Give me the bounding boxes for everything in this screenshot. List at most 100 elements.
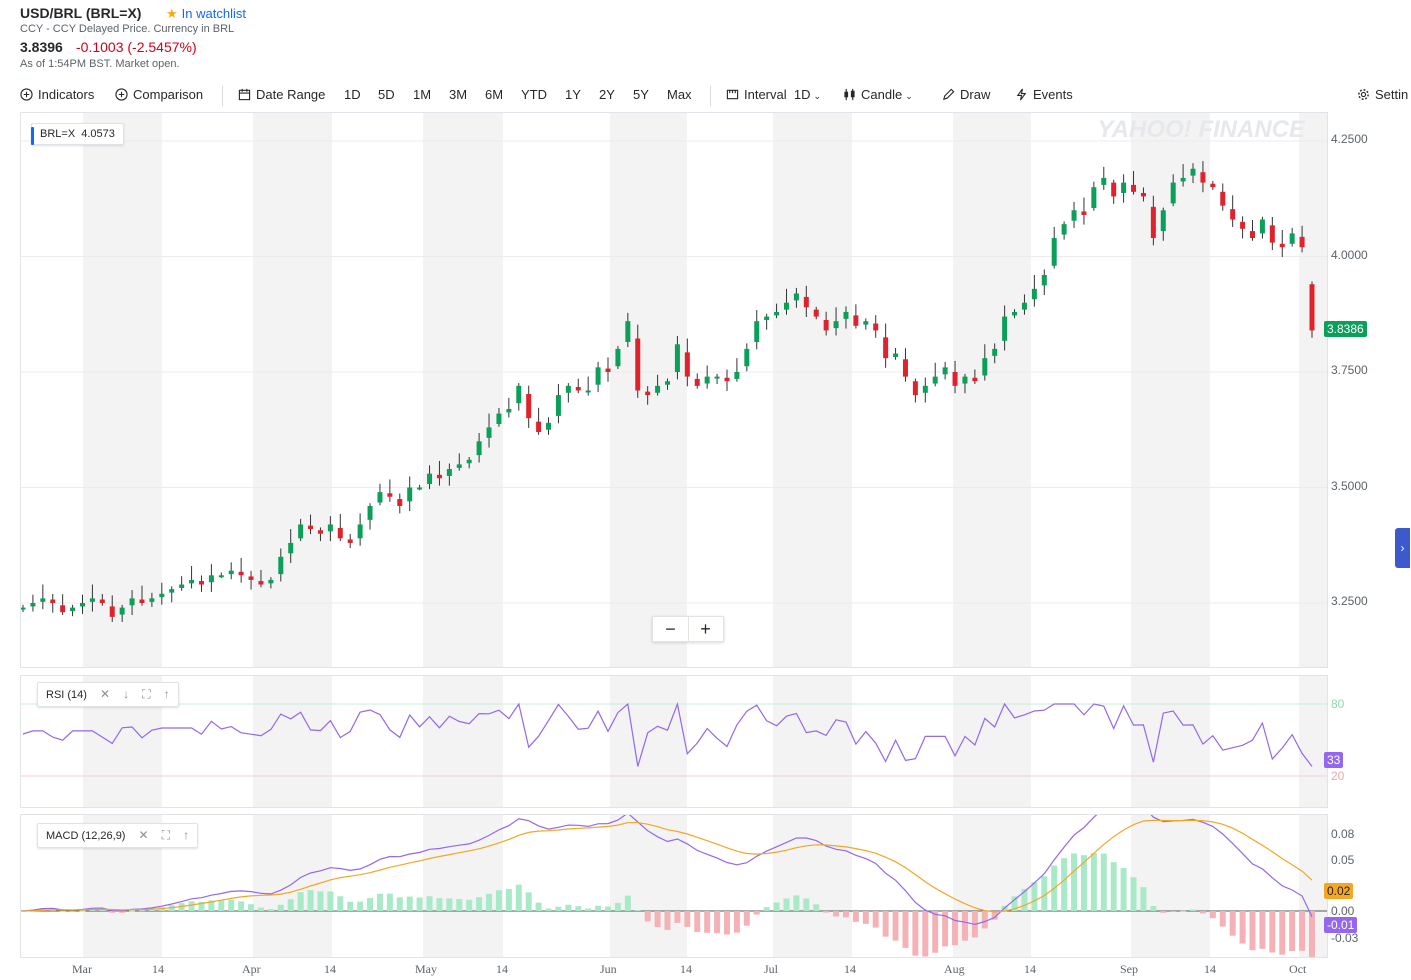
month-band <box>1131 676 1210 807</box>
chevron-right-icon: › <box>1400 541 1405 555</box>
macd-histogram-bar <box>1209 911 1216 919</box>
month-band <box>1131 815 1210 957</box>
candle-body <box>208 575 214 583</box>
macd-histogram-bar <box>99 909 106 911</box>
range-1y[interactable]: 1Y <box>565 87 581 102</box>
candlestick-chart <box>21 113 1327 667</box>
candle-body <box>466 459 472 464</box>
price-chart-panel[interactable]: YAHOO! FINANCE BRL=X 4.0573 <box>20 112 1328 668</box>
macd-histogram-bar <box>595 905 602 911</box>
close-icon[interactable]: ✕ <box>138 828 149 842</box>
macd-histogram-bar <box>1100 853 1107 911</box>
chart-type-label: Candle <box>861 87 903 102</box>
candle-body <box>79 603 85 607</box>
candle-body <box>1041 274 1047 286</box>
divider <box>710 86 711 106</box>
macd-histogram-bar <box>1130 877 1137 911</box>
macd-histogram-bar <box>138 910 145 912</box>
candle-body <box>327 524 333 532</box>
candle-body <box>169 589 175 593</box>
settings-button[interactable]: Settin <box>1357 87 1408 102</box>
range-3m[interactable]: 3M <box>449 87 468 102</box>
range-ytd[interactable]: YTD <box>521 87 547 102</box>
date-range-button[interactable]: Date Range <box>238 87 325 102</box>
zoom-out-button[interactable]: − <box>653 617 689 641</box>
month-band <box>773 113 852 667</box>
macd-histogram-bar <box>109 911 116 913</box>
candle-body <box>843 311 849 319</box>
macd-histogram-bar <box>1080 855 1087 911</box>
macd-histogram-bar <box>257 907 264 911</box>
month-band <box>1131 113 1210 667</box>
lightning-icon <box>1016 88 1027 101</box>
candle-body <box>714 376 720 379</box>
range-max[interactable]: Max <box>667 87 692 102</box>
candle-body <box>1021 302 1027 310</box>
macd-histogram-bar <box>1269 911 1276 953</box>
x-tick: Aug <box>944 962 965 976</box>
arrow-down-icon[interactable]: ↓ <box>123 687 130 701</box>
macd-histogram-bar <box>585 908 592 911</box>
candle-body <box>268 579 274 584</box>
macd-histogram-bar <box>952 911 959 946</box>
range-2y[interactable]: 2Y <box>599 87 615 102</box>
month-band <box>610 113 687 667</box>
x-tick: 14 <box>496 962 508 976</box>
comparison-button[interactable]: Comparison <box>115 87 203 102</box>
candle-body <box>942 367 948 375</box>
macd-histogram-bar <box>932 911 939 953</box>
chart-type-dropdown[interactable]: Candle ⌄ <box>843 87 913 102</box>
rsi-panel[interactable]: RSI (14) ✕ ↓ ⛶ ↑ <box>20 675 1328 808</box>
watchlist-toggle[interactable]: ★ In watchlist <box>166 6 246 22</box>
gear-icon <box>1358 89 1369 100</box>
macd-histogram-bar <box>69 911 76 912</box>
expand-panel-button[interactable]: › <box>1395 528 1410 568</box>
indicators-label: Indicators <box>38 87 95 102</box>
arrow-up-icon[interactable]: ↑ <box>163 687 170 701</box>
range-5y[interactable]: 5Y <box>633 87 649 102</box>
macd-histogram-bar <box>495 890 502 911</box>
x-tick: Jul <box>764 962 779 976</box>
interval-dropdown[interactable]: Interval 1D ⌄ <box>726 87 821 102</box>
macd-histogram-bar <box>912 911 919 956</box>
candle-body <box>546 422 552 430</box>
macd-histogram-bar <box>198 901 205 911</box>
candle-body <box>129 598 135 606</box>
expand-icon[interactable]: ⛶ <box>161 828 171 842</box>
events-button[interactable]: Events <box>1015 87 1073 102</box>
zoom-in-button[interactable]: + <box>700 619 711 639</box>
range-6m[interactable]: 6M <box>485 87 504 102</box>
candle-body <box>902 359 908 377</box>
candle-body <box>1299 236 1305 248</box>
macd-panel[interactable]: MACD (12,26,9) ✕ ⛶ ↑ <box>20 814 1328 958</box>
symbol-legend[interactable]: BRL=X 4.0573 <box>31 123 124 145</box>
y-tick: 3.2500 <box>1331 594 1368 608</box>
interval-icon <box>726 89 739 100</box>
calendar-icon <box>238 88 251 101</box>
macd-histogram-bar <box>505 888 512 911</box>
macd-histogram-bar <box>327 891 334 911</box>
month-band <box>253 676 332 807</box>
x-tick: May <box>415 962 437 976</box>
candle-body <box>1180 177 1186 182</box>
macd-histogram-bar <box>347 901 354 911</box>
indicators-button[interactable]: Indicators <box>20 87 94 102</box>
y-tick: 3.5000 <box>1331 479 1368 493</box>
arrow-up-icon[interactable]: ↑ <box>183 828 190 842</box>
candle-body <box>367 505 373 520</box>
macd-histogram-bar <box>1259 911 1266 949</box>
candle-body <box>1269 225 1275 243</box>
candle-body <box>684 352 690 377</box>
macd-histogram-bar <box>1150 906 1157 911</box>
range-1m[interactable]: 1M <box>413 87 432 102</box>
range-1d[interactable]: 1D <box>344 87 361 102</box>
candle-body <box>337 527 343 539</box>
macd-histogram-bar <box>119 911 126 913</box>
range-5d[interactable]: 5D <box>378 87 395 102</box>
macd-histogram-bar <box>1199 911 1206 914</box>
expand-icon[interactable]: ⛶ <box>142 687 151 701</box>
macd-histogram-bar <box>337 896 344 911</box>
close-icon[interactable]: ✕ <box>100 687 111 701</box>
draw-button[interactable]: Draw <box>942 87 990 102</box>
candle-body <box>119 607 125 615</box>
